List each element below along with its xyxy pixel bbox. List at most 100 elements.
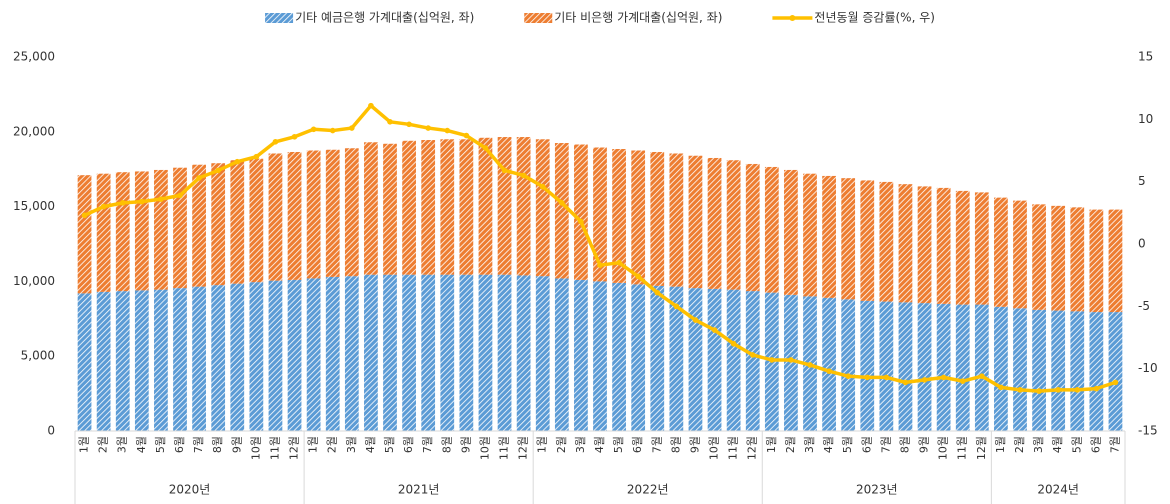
bar bbox=[306, 278, 321, 431]
bar bbox=[612, 282, 626, 431]
line-point bbox=[520, 172, 527, 179]
x-tick-label: 8월 bbox=[211, 436, 224, 453]
bar bbox=[936, 303, 951, 431]
x-tick-label: 6월 bbox=[173, 436, 186, 453]
bar bbox=[287, 151, 302, 280]
bar bbox=[325, 149, 340, 277]
bar bbox=[631, 150, 646, 285]
bar bbox=[974, 192, 989, 305]
line-point bbox=[673, 303, 680, 310]
line-point bbox=[921, 377, 928, 383]
bar bbox=[134, 290, 149, 431]
line-point bbox=[81, 212, 88, 219]
bar bbox=[497, 137, 512, 275]
bar bbox=[994, 197, 1008, 307]
bar bbox=[134, 171, 149, 291]
x-tick-label: 5월 bbox=[841, 436, 854, 453]
line-point bbox=[368, 102, 374, 109]
bar bbox=[688, 155, 703, 289]
line-point bbox=[253, 153, 260, 160]
bar bbox=[822, 175, 836, 298]
line-point bbox=[864, 374, 871, 381]
line-point bbox=[807, 362, 813, 368]
bar bbox=[974, 304, 989, 431]
bar bbox=[459, 139, 474, 275]
line-point bbox=[1093, 385, 1100, 392]
bar bbox=[173, 167, 187, 289]
line-point bbox=[215, 167, 221, 174]
bar bbox=[574, 144, 588, 280]
bar bbox=[364, 274, 378, 431]
line-point bbox=[119, 200, 126, 206]
bar bbox=[803, 173, 817, 297]
bar bbox=[268, 280, 283, 431]
bar bbox=[287, 279, 302, 431]
legend-item: 기타 예금은행 가계대출(십억원, 좌) bbox=[265, 10, 474, 25]
legend-swatch bbox=[524, 13, 553, 23]
x-tick-label: 1월 bbox=[536, 436, 549, 453]
x-tick-label: 9월 bbox=[459, 436, 472, 453]
bar bbox=[383, 274, 397, 431]
y-tick-label: 25,000 bbox=[13, 50, 55, 64]
bar bbox=[402, 140, 416, 275]
line-point bbox=[979, 373, 985, 379]
bar bbox=[554, 278, 569, 431]
line-point bbox=[291, 133, 298, 140]
bar bbox=[211, 285, 226, 431]
bar bbox=[230, 160, 245, 284]
bar bbox=[879, 301, 894, 431]
y-tick-label: 5,000 bbox=[21, 349, 55, 363]
bar bbox=[325, 276, 340, 431]
line-point bbox=[711, 327, 718, 333]
line-point bbox=[196, 175, 202, 181]
line-point bbox=[539, 183, 546, 190]
bar bbox=[1051, 205, 1066, 311]
bar bbox=[1070, 311, 1085, 431]
x-tick-label: 10월 bbox=[937, 436, 950, 460]
y2-tick-label: -5 bbox=[1138, 299, 1150, 313]
bar bbox=[841, 178, 856, 300]
bar bbox=[516, 137, 531, 276]
y2-tick-label: -10 bbox=[1138, 361, 1158, 375]
x-group-label: 2020년 bbox=[169, 483, 211, 497]
x-tick-label: 2월 bbox=[97, 436, 110, 453]
line-point bbox=[1036, 388, 1042, 394]
line-point bbox=[578, 218, 584, 225]
line-point bbox=[616, 259, 622, 266]
line-point bbox=[1112, 379, 1119, 386]
bar bbox=[860, 300, 875, 431]
x-tick-label: 2월 bbox=[326, 436, 339, 453]
x-tick-label: 9월 bbox=[230, 436, 243, 453]
y2-tick-label: 15 bbox=[1138, 50, 1153, 64]
y-tick-label: 15,000 bbox=[13, 199, 55, 213]
bar bbox=[1108, 312, 1123, 431]
bar bbox=[898, 302, 913, 431]
x-tick-label: 9월 bbox=[688, 436, 701, 453]
bar bbox=[574, 279, 588, 431]
line-point bbox=[998, 384, 1004, 391]
bar bbox=[726, 160, 741, 290]
bar bbox=[822, 297, 836, 431]
line-point bbox=[139, 198, 145, 205]
legend-swatch bbox=[789, 15, 796, 21]
y2-tick-label: 5 bbox=[1138, 174, 1146, 188]
x-tick-label: 4월 bbox=[364, 436, 377, 453]
x-group-label: 2023년 bbox=[856, 483, 898, 497]
bar bbox=[115, 172, 130, 292]
x-group-label: 2022년 bbox=[627, 483, 669, 497]
bar bbox=[1108, 209, 1123, 313]
bar bbox=[96, 291, 111, 431]
x-tick-label: 11월 bbox=[956, 436, 969, 460]
line-point bbox=[654, 289, 661, 296]
line-point bbox=[444, 127, 451, 134]
x-tick-label: 8월 bbox=[440, 436, 453, 453]
y2-tick-label: 0 bbox=[1138, 237, 1146, 251]
x-tick-label: 5월 bbox=[154, 436, 167, 453]
x-tick-label: 3월 bbox=[803, 436, 816, 453]
x-tick-label: 7월 bbox=[192, 436, 205, 453]
bar bbox=[554, 143, 569, 279]
bar bbox=[478, 137, 493, 275]
bar bbox=[955, 190, 970, 305]
line-point bbox=[959, 378, 966, 384]
bar bbox=[1013, 200, 1027, 309]
